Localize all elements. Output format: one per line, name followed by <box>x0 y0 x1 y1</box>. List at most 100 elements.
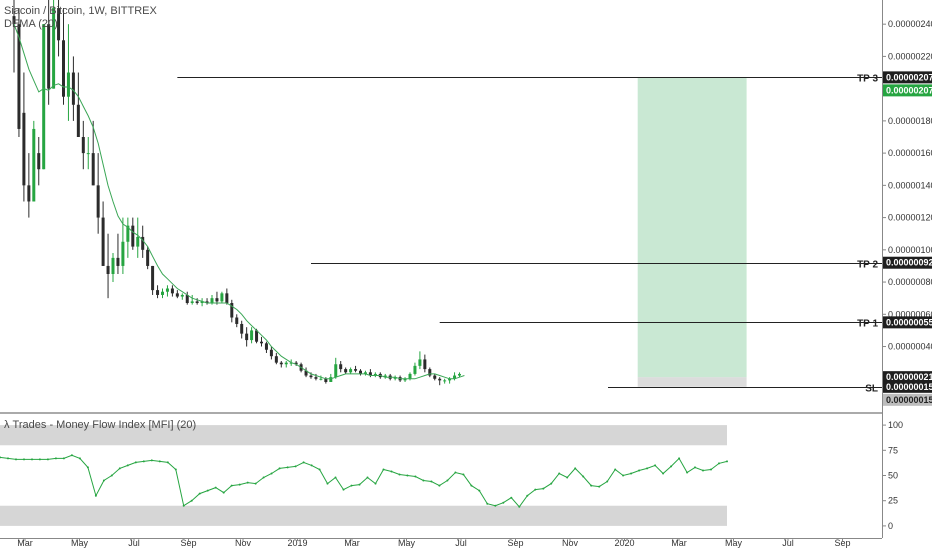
dema-line <box>13 24 465 380</box>
candle <box>151 265 155 295</box>
price-tick-label: 0.00000160 <box>888 148 932 158</box>
mfi-point <box>38 458 41 461</box>
mfi-point <box>486 502 489 505</box>
candle <box>200 298 204 307</box>
mfi-point <box>678 457 681 460</box>
mfi-point <box>510 496 513 499</box>
candle-body <box>240 323 244 334</box>
candle <box>403 377 407 382</box>
candle-body <box>22 112 26 186</box>
time-tick-label: May <box>71 538 89 548</box>
mfi-point <box>622 474 625 477</box>
price-tick-label: 0.00000080 <box>888 277 932 287</box>
price-tag-text: 0.00000207 <box>886 85 932 95</box>
time-tick-label: 2020 <box>614 538 634 548</box>
candles <box>12 0 461 386</box>
candle-body <box>458 373 461 376</box>
candle <box>190 294 194 305</box>
candle-body <box>215 298 219 302</box>
candle-body <box>66 72 70 97</box>
price-tag-text: 0.00000092 <box>886 258 932 268</box>
candle-body <box>448 378 452 381</box>
mfi-point <box>534 488 537 491</box>
candle-body <box>339 364 343 370</box>
candle-body <box>443 380 447 382</box>
candle-body <box>245 333 249 341</box>
mfi-point <box>502 501 505 504</box>
candle <box>175 290 179 299</box>
time-tick-label: 2019 <box>287 538 307 548</box>
price-tick-label: 0.00000100 <box>888 245 932 255</box>
mfi-point <box>406 474 409 477</box>
candle-body <box>116 257 120 266</box>
mfi-point <box>550 482 553 485</box>
time-tick-label: Nov <box>562 538 579 548</box>
candle-body <box>27 185 31 202</box>
mfi-point <box>254 482 257 485</box>
candle-body <box>151 265 155 291</box>
candle-body <box>52 8 56 89</box>
time-tick-label: May <box>398 538 416 548</box>
candle <box>349 367 353 374</box>
mfi-point <box>15 458 17 461</box>
candle-body <box>121 241 125 266</box>
candle-body <box>383 375 387 378</box>
mfi-point <box>326 482 329 485</box>
candle-body <box>101 217 105 266</box>
mfi-point <box>102 479 105 482</box>
mfi-tick-label: 50 <box>888 471 898 481</box>
mfi-point <box>374 482 377 485</box>
mfi-point <box>582 475 585 478</box>
candle <box>458 372 461 378</box>
candle <box>47 0 51 105</box>
indicator-title: DEMA (20) <box>4 18 58 30</box>
mfi-band-2 <box>0 505 727 526</box>
candle-body <box>47 24 51 89</box>
mfi-point <box>318 468 321 471</box>
candle <box>324 377 328 384</box>
candle <box>274 352 278 365</box>
candle-body <box>220 293 224 302</box>
mfi-pane <box>0 425 728 526</box>
candle <box>146 246 150 270</box>
mfi-point <box>70 454 73 457</box>
time-tick-label: Nov <box>235 538 252 548</box>
candle-body <box>210 298 214 304</box>
price-tick-label: 0.00000180 <box>888 116 932 126</box>
mfi-title: λ Trades - Money Flow Index [MFI] (20) <box>4 419 196 431</box>
candle <box>438 377 442 386</box>
mfi-point <box>438 484 441 487</box>
mfi-point <box>158 460 161 463</box>
candle-body <box>161 291 164 295</box>
mfi-point <box>542 487 545 490</box>
candle-body <box>403 378 407 381</box>
candle-body <box>453 375 457 379</box>
price-tag-text: 0.00000055 <box>886 317 932 327</box>
price-tag <box>883 84 932 97</box>
candle <box>71 56 75 121</box>
candle-body <box>185 294 189 304</box>
mfi-point <box>54 457 57 460</box>
candle <box>42 24 46 170</box>
level-label-3: TP 1 <box>857 319 878 330</box>
mfi-point <box>470 484 473 487</box>
mfi-line <box>0 454 728 508</box>
mfi-point <box>350 484 353 487</box>
candle-body <box>146 249 150 266</box>
profit-zone <box>637 77 747 378</box>
price-tag-text: 0.00000015 <box>886 382 932 392</box>
candle <box>126 217 130 258</box>
candle <box>52 0 56 89</box>
mfi-point <box>214 486 217 489</box>
mfi-point <box>670 465 673 468</box>
candle-body <box>309 375 313 378</box>
candle <box>185 291 189 305</box>
candle-body <box>17 24 21 129</box>
candle <box>354 365 358 373</box>
candle <box>393 375 397 381</box>
mfi-point <box>606 480 609 483</box>
candle-body <box>230 303 234 318</box>
stop-zone <box>637 377 747 387</box>
candle-body <box>190 301 194 304</box>
